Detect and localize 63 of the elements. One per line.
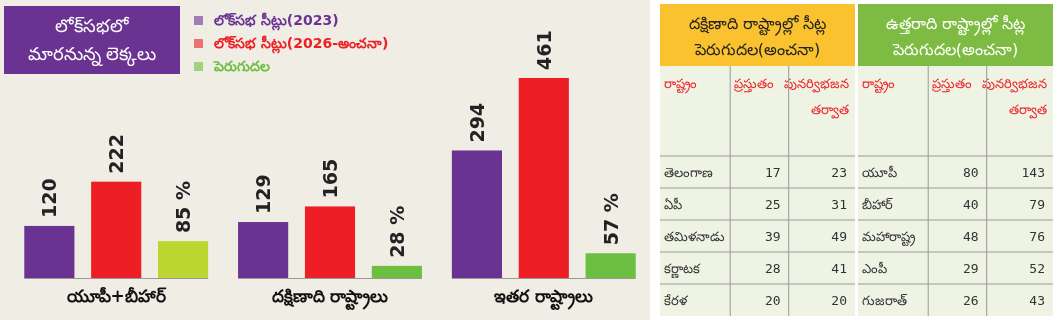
data-label: 85 % (172, 181, 195, 234)
x-tick-label: దక్షిణాది రాష్ట్రాలు (271, 286, 389, 310)
text: తమిళనాడు (664, 229, 725, 244)
data-label: 222 (105, 134, 128, 174)
data-label: 57 % (599, 193, 622, 246)
text: 76 (1029, 229, 1045, 244)
legend-label: లోక్‌సభ సీట్లు(2026-అంచనా) (214, 35, 389, 54)
text: 143 (1021, 165, 1045, 180)
text: తెలంగాణ (664, 165, 713, 180)
text: 23 (831, 165, 847, 180)
data-label: 461 (532, 30, 555, 70)
text: 39 (765, 229, 781, 244)
text: పునర్విభజన తర్వాత (982, 76, 1047, 119)
text: 25 (765, 197, 781, 212)
text: బీహార్ (862, 197, 893, 212)
text: 79 (1029, 197, 1045, 212)
text: పునర్విభజన తర్వాత (784, 76, 849, 119)
text: 80 (963, 165, 979, 180)
bar (238, 222, 289, 278)
text: 28 (765, 261, 781, 276)
legend-label: పెరుగుదల (213, 58, 270, 74)
text: కేరళ (664, 293, 689, 308)
text: దక్షిణాది రాష్ట్రాల్లో సీట్ల పెరుగుదల(అంచనా) (688, 14, 827, 59)
text: 20 (765, 293, 781, 308)
text: రాష్ట్రం (664, 76, 697, 94)
data-label: 294 (465, 102, 488, 143)
text: ప్రస్తుతం (733, 76, 775, 93)
text: గుజరాత్ (862, 293, 908, 308)
text: ఉత్తరాది రాష్ట్రాల్లో సీట్ల పెరుగుదల(అంచనా) (885, 14, 1026, 59)
x-tick-label: యూపీ+బీహార్ (66, 286, 167, 306)
data-label: 120 (38, 178, 61, 218)
text: 52 (1029, 261, 1045, 276)
text: ఏపీ (664, 197, 682, 212)
text: 43 (1029, 293, 1045, 308)
text: మహారాష్ట్ర (862, 229, 915, 247)
text: 41 (831, 261, 847, 276)
text: 49 (831, 229, 847, 244)
text: ప్రస్తుతం (931, 76, 973, 93)
text: 17 (765, 165, 781, 180)
bar (24, 225, 75, 278)
x-tick-label: ఇతర రాష్ట్రాలు (494, 286, 594, 310)
text: 20 (831, 293, 847, 308)
text: 29 (963, 261, 979, 276)
data-label: 28 % (385, 205, 408, 258)
legend-label: లోక్‌సభ సీట్లు(2023) (214, 12, 339, 31)
bar (518, 78, 569, 278)
bar (304, 206, 356, 278)
text: ఎంపీ (862, 261, 887, 276)
text: కర్ణాటక (664, 261, 701, 279)
text: యూపీ (862, 165, 897, 180)
bar (371, 265, 422, 278)
data-label: 165 (319, 158, 341, 199)
text: 26 (963, 293, 979, 308)
bar (157, 241, 209, 278)
bar (91, 181, 142, 278)
bar (585, 253, 636, 278)
text: 40 (963, 197, 979, 212)
chart-title: లోక్‌సభలో మారనున్న లెక్కలు (27, 15, 157, 67)
text: 48 (963, 229, 979, 244)
data-label: 129 (252, 174, 275, 215)
text: 31 (831, 197, 847, 212)
text: రాష్ట్రం (862, 76, 895, 94)
bar (451, 150, 503, 278)
